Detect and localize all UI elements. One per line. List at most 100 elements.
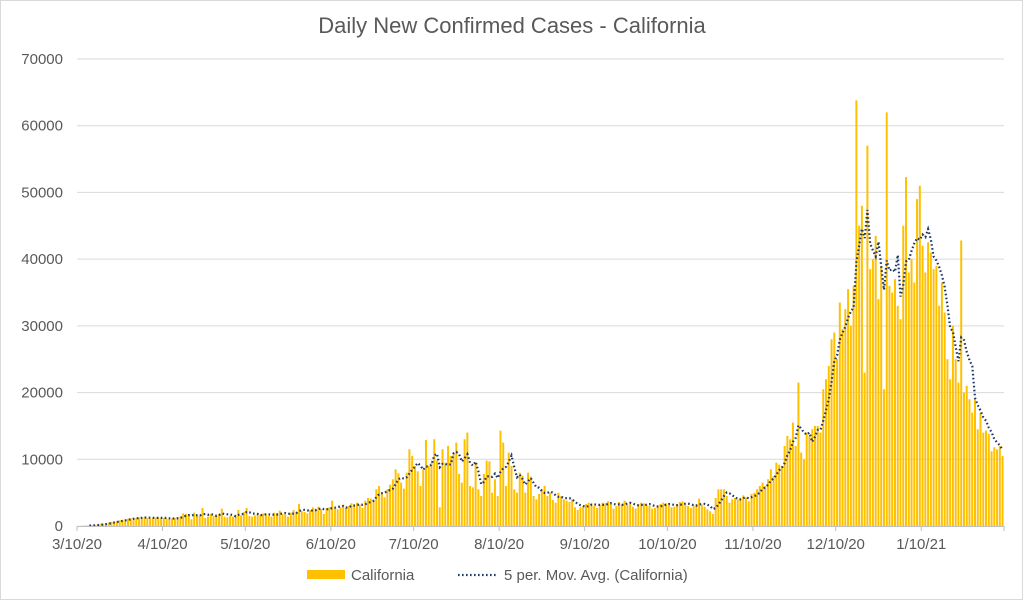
bar (254, 515, 256, 526)
bar (345, 508, 347, 526)
bar (549, 493, 551, 526)
bar (698, 499, 700, 526)
bar (880, 266, 882, 526)
bar (908, 272, 910, 526)
bar (927, 242, 929, 526)
bar (400, 483, 402, 526)
bar (913, 282, 915, 526)
bar (444, 463, 446, 526)
bar (356, 503, 358, 526)
bar (778, 465, 780, 526)
bar (924, 272, 926, 526)
bar (491, 493, 493, 526)
bar (182, 513, 184, 526)
bar (726, 496, 728, 526)
bar (839, 303, 841, 526)
bar (974, 399, 976, 526)
x-tick-label: 11/10/20 (724, 536, 781, 553)
bar (941, 282, 943, 526)
bar (466, 433, 468, 526)
bar (621, 504, 623, 526)
bar (968, 399, 970, 526)
bar (820, 433, 822, 526)
bar (803, 459, 805, 526)
x-tick-label: 9/10/20 (560, 536, 610, 553)
bar (199, 515, 201, 526)
bar (762, 483, 764, 526)
bar (858, 226, 860, 526)
bar (535, 499, 537, 526)
bar (530, 477, 532, 526)
bar (386, 489, 388, 526)
bar (546, 496, 548, 526)
bar (146, 518, 148, 526)
legend-label-moving-average: 5 per. Mov. Avg. (California) (504, 567, 688, 584)
bar (224, 517, 226, 526)
bar (684, 505, 686, 526)
bar (996, 449, 998, 526)
bar (715, 498, 717, 526)
bar (295, 512, 297, 526)
bar (499, 431, 501, 526)
bar (599, 505, 601, 526)
bar (232, 517, 234, 526)
bar (378, 486, 380, 526)
bar (414, 466, 416, 526)
bar (428, 466, 430, 526)
bar (850, 326, 852, 526)
bar (957, 383, 959, 526)
bar (342, 505, 344, 526)
bar (886, 112, 888, 526)
bar (268, 516, 270, 526)
bar (784, 446, 786, 526)
bar (946, 359, 948, 526)
bar (384, 497, 386, 526)
bar (574, 507, 576, 526)
bar (555, 503, 557, 526)
bar (654, 508, 656, 526)
bar (284, 515, 286, 526)
bar (825, 379, 827, 526)
bar (472, 487, 474, 526)
bar (270, 517, 272, 526)
bar (933, 269, 935, 526)
bar (326, 508, 328, 526)
bar (916, 199, 918, 526)
bar (897, 306, 899, 526)
bar (488, 461, 490, 526)
bar (290, 513, 292, 526)
bar (566, 501, 568, 526)
y-tick-label: 60000 (21, 118, 63, 135)
bar (701, 505, 703, 526)
bar (665, 503, 667, 526)
bar (866, 146, 868, 526)
bar (533, 496, 535, 526)
bar (737, 499, 739, 526)
bar (190, 519, 192, 526)
bar (720, 489, 722, 526)
bar (408, 449, 410, 526)
bar (861, 206, 863, 526)
bar (591, 503, 593, 526)
bar (676, 504, 678, 526)
bar (229, 516, 231, 526)
bar (723, 489, 725, 526)
bar (902, 226, 904, 526)
bar (646, 505, 648, 526)
bar (795, 446, 797, 526)
bar (944, 313, 946, 526)
bar (734, 498, 736, 526)
bar (362, 508, 364, 526)
bar (985, 431, 987, 526)
bar (306, 513, 308, 526)
bar (248, 516, 250, 526)
bar (392, 479, 394, 526)
bar (298, 504, 300, 526)
bar (524, 493, 526, 526)
bar (516, 493, 518, 526)
bar (894, 279, 896, 526)
bar (152, 518, 154, 526)
bar (207, 517, 209, 526)
bar (717, 489, 719, 526)
